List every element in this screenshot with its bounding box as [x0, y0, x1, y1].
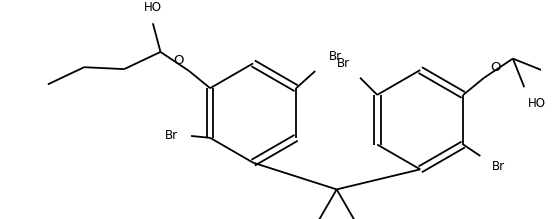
Text: Br: Br — [329, 50, 341, 63]
Text: HO: HO — [528, 97, 546, 110]
Text: Br: Br — [338, 57, 350, 70]
Text: Br: Br — [492, 160, 505, 173]
Text: Br: Br — [164, 129, 178, 142]
Text: O: O — [173, 54, 183, 67]
Text: O: O — [490, 61, 500, 74]
Text: HO: HO — [144, 1, 162, 14]
